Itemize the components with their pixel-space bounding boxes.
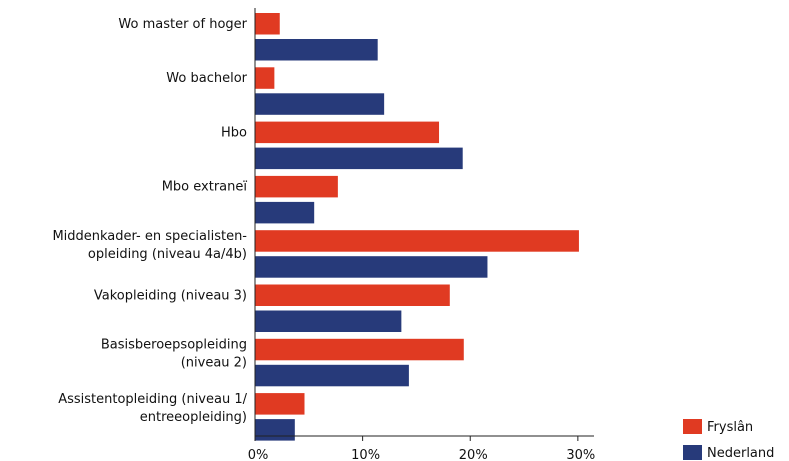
x-tick-label: 30% (566, 448, 595, 461)
bar-fryslan-4 (255, 230, 579, 252)
category-label: Hbo (221, 125, 247, 140)
x-tick-label: 20% (459, 448, 488, 461)
legend: Fryslân Nederland (683, 419, 774, 461)
bar-nederland-0 (255, 39, 378, 61)
x-axis-ticks: 0% 10% 20% 30% (248, 436, 595, 461)
bar-nederland-4 (255, 256, 488, 278)
bar-nederland-2 (255, 147, 463, 170)
x-tick-label: 0% (248, 448, 269, 461)
category-label: Mbo extraneï (162, 180, 248, 195)
bar-nederland-1 (255, 93, 385, 115)
category-label: Assistentopleiding (niveau 1/ (58, 392, 247, 407)
category-label: opleiding (niveau 4a/4b) (88, 247, 247, 262)
bar-fryslan-7 (255, 393, 305, 415)
legend-swatch-nederland (683, 445, 702, 460)
category-label: Wo master of hoger (118, 17, 247, 32)
category-label: (niveau 2) (181, 356, 247, 371)
legend-swatch-fryslan (683, 419, 702, 434)
category-label: Middenkader- en specialisten- (52, 229, 247, 244)
bar-fryslan-3 (255, 175, 338, 198)
category-label: entreeopleiding) (140, 410, 247, 425)
category-label: Basisberoepsopleiding (101, 338, 247, 353)
bar-fryslan-6 (255, 338, 464, 361)
bar-nederland-7 (255, 419, 295, 441)
legend-label-fryslan: Fryslân (707, 420, 753, 435)
bar-fryslan-0 (255, 13, 280, 35)
category-label: Vakopleiding (niveau 3) (94, 288, 247, 303)
bar-fryslan-5 (255, 284, 450, 306)
bars (255, 13, 579, 441)
category-labels: Wo master of hoger Wo bachelor Hbo Mbo extr… (52, 17, 247, 425)
category-label: Wo bachelor (166, 71, 247, 86)
bar-nederland-5 (255, 310, 402, 332)
x-tick-label: 10% (351, 448, 380, 461)
bar-nederland-3 (255, 201, 315, 224)
bar-fryslan-1 (255, 67, 275, 89)
bar-nederland-6 (255, 364, 409, 387)
legend-label-nederland: Nederland (707, 446, 774, 461)
bar-fryslan-2 (255, 121, 440, 144)
